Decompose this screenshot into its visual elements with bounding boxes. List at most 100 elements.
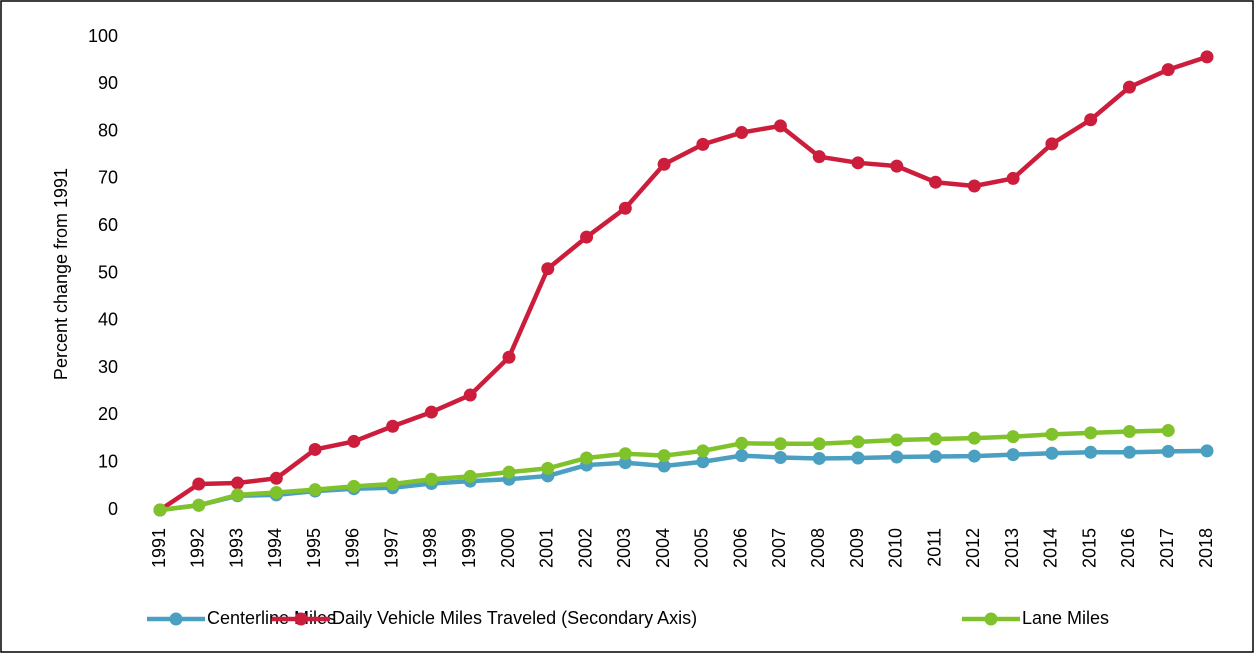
data-point [696, 455, 710, 469]
x-tick-label: 2000 [498, 528, 518, 568]
legend-label: Daily Vehicle Miles Traveled (Secondary … [332, 608, 697, 628]
data-point [657, 449, 671, 463]
data-point [580, 451, 594, 465]
x-tick-label: 2014 [1041, 528, 1061, 568]
data-point [812, 451, 826, 465]
x-tick-label: 2001 [537, 528, 557, 568]
series-line [158, 54, 1208, 512]
x-tick-label: 2015 [1079, 528, 1099, 568]
data-point [773, 119, 787, 133]
data-point [1122, 424, 1136, 438]
y-tick-label: 50 [98, 262, 118, 282]
data-point [618, 201, 632, 215]
x-tick-label: 2010 [886, 528, 906, 568]
y-tick-label: 60 [98, 215, 118, 235]
data-point [1161, 63, 1175, 77]
x-tick-label: 2004 [653, 528, 673, 568]
data-point [1006, 171, 1020, 185]
x-tick-label: 2013 [1002, 528, 1022, 568]
x-tick-label: 2011 [924, 528, 944, 567]
x-tick-label: 2006 [730, 528, 750, 568]
data-point [541, 262, 555, 276]
y-tick-label: 80 [98, 120, 118, 140]
data-point [580, 230, 594, 244]
data-point [192, 477, 206, 491]
data-point [773, 450, 787, 464]
data-point [1200, 444, 1214, 458]
data-point [386, 419, 400, 433]
data-point [231, 476, 245, 490]
data-point [696, 444, 710, 458]
data-point [1084, 426, 1098, 440]
data-point [967, 179, 981, 193]
legend-label: Lane Miles [1022, 608, 1109, 628]
data-point [929, 450, 943, 464]
data-point [424, 472, 438, 486]
y-tick-label: 70 [98, 168, 118, 188]
x-tick-label: 1995 [304, 528, 324, 568]
y-tick-label: 20 [98, 404, 118, 424]
data-point [1161, 424, 1175, 438]
data-point [929, 175, 943, 189]
data-point [1200, 50, 1214, 64]
x-tick-label: 1997 [381, 528, 401, 568]
data-point [308, 483, 322, 497]
x-tick-label: 1996 [343, 528, 363, 568]
data-point [1084, 445, 1098, 459]
data-point [1161, 444, 1175, 458]
data-point [735, 436, 749, 450]
y-tick-label: 0 [108, 499, 118, 519]
data-point [269, 485, 283, 499]
data-point [1006, 448, 1020, 462]
x-tick-label: 2003 [614, 528, 634, 568]
data-point [541, 461, 555, 475]
data-point [812, 150, 826, 164]
data-point [1006, 430, 1020, 444]
data-point [851, 156, 865, 170]
legend-marker [169, 612, 183, 626]
data-point [812, 437, 826, 451]
y-tick-label: 10 [98, 451, 118, 471]
data-point [696, 137, 710, 151]
data-point [1045, 446, 1059, 460]
x-tick-label: 2012 [963, 528, 983, 568]
data-point [1122, 80, 1136, 94]
x-tick-label: 1992 [188, 528, 208, 568]
x-tick-label: 2005 [692, 528, 712, 568]
data-point [1045, 137, 1059, 151]
data-point [851, 435, 865, 449]
x-tick-label: 2017 [1157, 528, 1177, 568]
data-point [851, 451, 865, 465]
legend-marker [294, 612, 308, 626]
data-point [890, 159, 904, 173]
data-point [424, 405, 438, 419]
legend-marker [984, 612, 998, 626]
data-point [347, 434, 361, 448]
x-tick-label: 2008 [808, 528, 828, 568]
x-tick-label: 2018 [1196, 528, 1216, 568]
data-point [929, 432, 943, 446]
x-tick-label: 2007 [769, 528, 789, 568]
y-tick-label: 40 [98, 310, 118, 330]
data-point [386, 477, 400, 491]
data-point [1122, 445, 1136, 459]
data-point [618, 447, 632, 461]
data-point [1045, 427, 1059, 441]
y-tick-label: 100 [88, 26, 118, 46]
data-point [347, 479, 361, 493]
data-point [735, 126, 749, 140]
data-point [153, 503, 167, 517]
x-tick-label: 2016 [1118, 528, 1138, 568]
x-tick-label: 1999 [459, 528, 479, 568]
x-tick-label: 1994 [265, 528, 285, 568]
data-point [502, 350, 516, 364]
data-point [502, 465, 516, 479]
data-point [269, 471, 283, 485]
data-point [1084, 113, 1098, 127]
data-point [735, 449, 749, 463]
data-point [463, 388, 477, 402]
data-point [308, 442, 322, 456]
x-tick-label: 2002 [575, 528, 595, 568]
data-point [890, 433, 904, 447]
